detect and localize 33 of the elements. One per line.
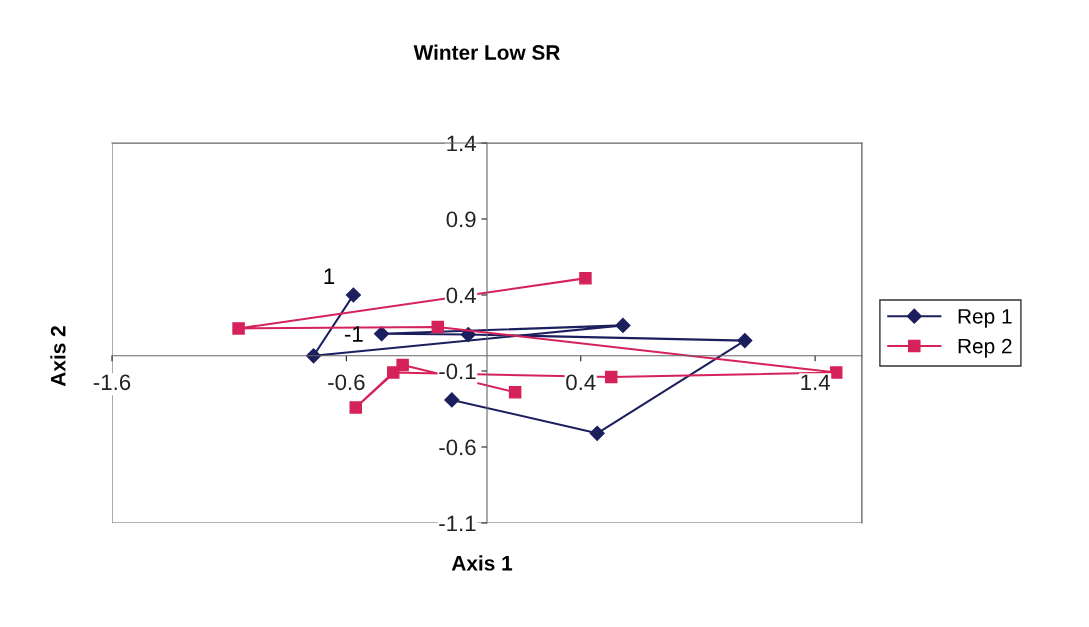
point [737, 333, 753, 349]
point [232, 322, 245, 335]
y-axis-title: Axis 2 [50, 326, 66, 387]
annotation: 1 [324, 268, 335, 284]
point [615, 317, 631, 333]
point [431, 320, 445, 334]
x-tick-label: -0.6 [328, 374, 365, 391]
point [604, 370, 618, 384]
y-tick-label: -0.1 [439, 363, 476, 380]
point [460, 326, 476, 343]
point [444, 392, 460, 408]
point [386, 366, 400, 379]
y-tick-label: -0.6 [439, 439, 476, 456]
point [345, 287, 361, 303]
point [373, 326, 390, 342]
point [589, 425, 605, 441]
y-tick-label: 0.4 [446, 287, 476, 304]
legend-label: Rep 1 [958, 309, 1012, 328]
point [579, 272, 592, 285]
annotation: -1 [344, 326, 363, 342]
y-tick-label: -1.1 [439, 515, 476, 532]
chart-title: Winter Low SR [413, 44, 560, 60]
point [829, 366, 843, 379]
x-tick-label: -1.6 [93, 374, 131, 391]
legend-label: Rep 2 [958, 338, 1012, 358]
point [508, 386, 522, 399]
x-tick-label: 1.4 [801, 374, 830, 390]
y-tick-label: 1.4 [447, 135, 476, 152]
x-axis-title: Axis 1 [451, 555, 513, 571]
point [349, 401, 363, 414]
x-tick-label: 0.4 [566, 374, 596, 391]
y-tick-label: 0.9 [446, 211, 476, 228]
point [305, 348, 322, 364]
